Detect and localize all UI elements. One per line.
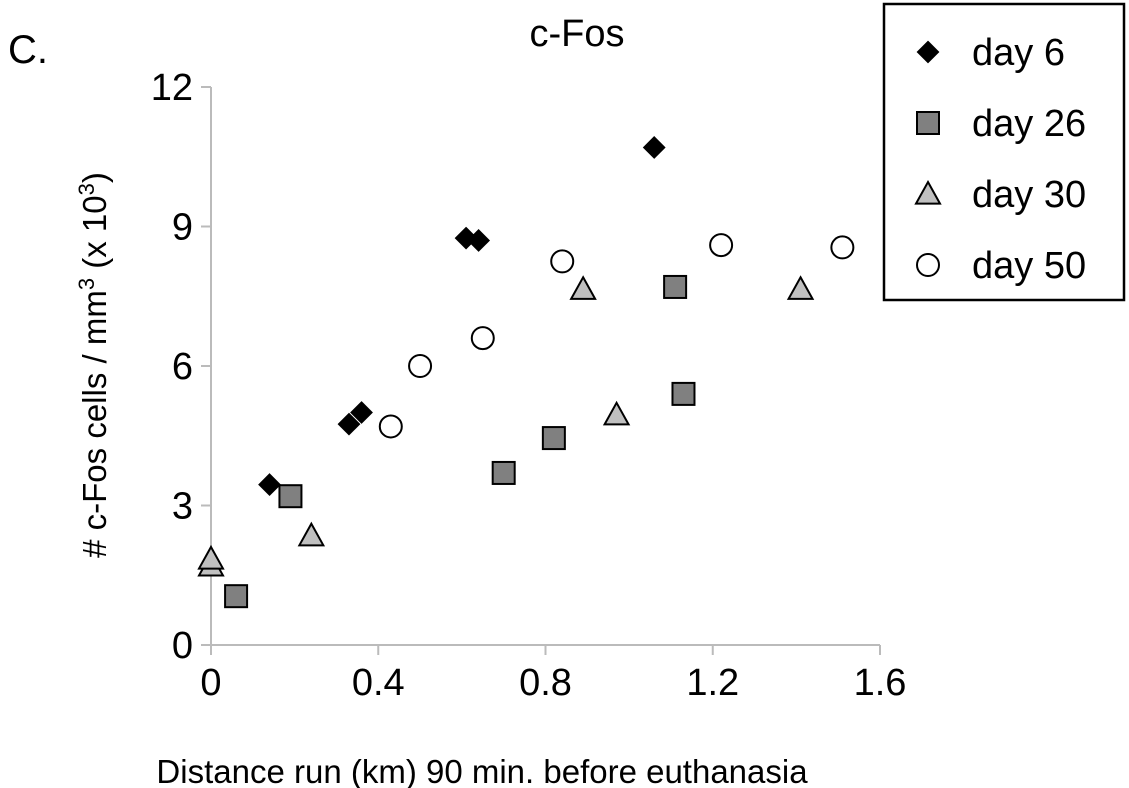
point-day-30 [786,275,815,300]
point-day-50 [470,326,495,351]
y-axis-label-middle-sup: 3 [74,183,99,195]
point-day-50 [378,414,403,439]
y-tick-label: 6 [172,346,193,388]
x-tick-label: 1.2 [686,662,739,704]
legend: day 6 day 26 day 30 day 50 [882,2,1126,302]
point-day-30 [569,275,597,300]
y-axis-label-suffix: ) [76,172,113,183]
point-day-26 [278,484,303,509]
y-tick-label: 0 [172,625,193,667]
point-day-30 [297,521,326,547]
point-day-30 [602,400,631,426]
y-axis-label: # c-Fos cells / mm3 (x 103) [74,172,113,558]
y-axis-label-prefix-sup: 3 [74,278,99,290]
legend-label-day-6: day 6 [972,32,1065,74]
point-day-26 [491,460,516,485]
x-tick-label: 0.4 [352,662,405,704]
y-axis-label-prefix: # c-Fos cells / mm [76,290,113,558]
point-day-6 [337,412,361,436]
y-tick-label: 12 [151,67,193,109]
point-day-26 [224,584,249,609]
data-points [197,136,855,609]
legend-label-day-50: day 50 [972,245,1086,287]
x-tick-label: 1.6 [854,662,907,704]
point-day-26 [671,381,696,406]
legend-marker-day-30 [914,179,942,205]
panel-label: C. [8,28,48,72]
point-day-6 [467,229,491,252]
point-day-6 [258,473,281,496]
y-axis-ticks: 0 3 6 9 12 [151,67,211,667]
y-axis-label-middle: (x 10 [76,195,113,278]
legend-marker-day-50 [916,253,940,277]
x-tick-label: 0.8 [519,662,572,704]
legend-items: day 6 day 26 day 30 day 50 [914,32,1086,287]
x-tick-label: 0 [200,662,221,704]
point-day-26 [663,274,688,299]
chart-title: c-Fos [530,13,625,55]
x-axis-ticks: 0 0.4 0.8 1.2 1.6 [200,645,906,704]
legend-marker-day-26 [916,111,940,135]
point-day-6 [642,136,666,159]
point-day-6 [350,401,373,424]
legend-label-day-30: day 30 [972,174,1086,216]
axes: 0 0.4 0.8 1.2 1.6 0 3 6 9 12 [151,67,907,704]
legend-label-day-26: day 26 [972,103,1086,145]
point-day-50 [709,233,734,258]
point-day-30 [197,544,225,570]
y-tick-label: 9 [172,207,193,249]
point-day-50 [550,249,575,274]
point-day-50 [408,354,433,378]
point-day-50 [830,235,855,260]
point-day-26 [541,426,566,451]
legend-marker-day-6 [916,40,940,64]
y-tick-label: 3 [172,486,193,528]
x-axis-label: Distance run (km) 90 min. before euthana… [156,753,808,788]
